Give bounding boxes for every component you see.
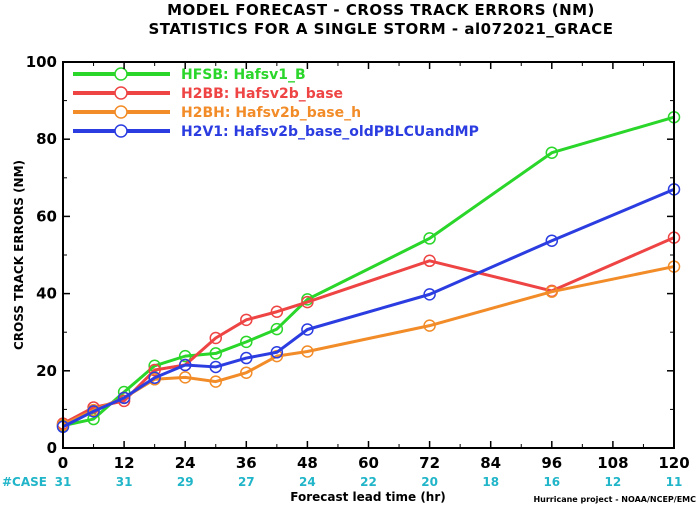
x-tick-label: 24 [175, 454, 196, 472]
data-point [209, 375, 222, 388]
data-point [545, 146, 559, 159]
data-point [270, 346, 284, 359]
case-label: #CASE [2, 475, 47, 489]
data-point [270, 305, 284, 318]
series-1 [56, 231, 681, 430]
data-point [209, 347, 222, 360]
y-tick-label: 60 [36, 207, 57, 225]
x-tick-label: 96 [541, 454, 562, 472]
case-count: 27 [238, 475, 255, 489]
x-tick-label: 36 [236, 454, 257, 472]
case-count: 24 [299, 475, 316, 489]
y-axis-label: CROSS TRACK ERRORS (NM) [12, 160, 26, 350]
y-tick-label: 100 [26, 53, 57, 71]
data-point [117, 391, 131, 405]
series-line [62, 265, 675, 427]
x-tick-label: 60 [358, 454, 379, 472]
x-tick-label: 108 [597, 454, 628, 472]
data-point [423, 319, 436, 332]
data-point [423, 254, 436, 268]
x-tick-label: 48 [297, 454, 318, 472]
legend: HFSB: Hafsv1_B H2BB: Hafsv2b_base H2BH: Ha… [73, 67, 479, 140]
plot-frame [62, 61, 675, 449]
data-point [240, 351, 253, 365]
x-axis-label: Forecast lead time (hr) [290, 490, 446, 504]
data-point [545, 285, 559, 298]
y-tick-label: 80 [36, 130, 57, 148]
data-point [178, 349, 192, 363]
y-tick-label: 40 [36, 285, 57, 303]
series-3 [56, 183, 681, 434]
legend-entry: H2BH: Hafsv2b_base_h [181, 105, 361, 121]
data-point [148, 371, 161, 384]
data-point [423, 232, 436, 245]
case-count: 18 [482, 475, 499, 489]
x-tick-label: 72 [419, 454, 440, 472]
data-point [240, 366, 253, 379]
case-count: 22 [360, 475, 377, 489]
data-point [270, 322, 284, 336]
legend-entry: H2V1: Hafsv2b_base_oldPBLCUandMP [181, 124, 479, 140]
y-tick-label: 0 [47, 439, 57, 457]
case-count: 31 [55, 475, 72, 489]
data-point [87, 405, 100, 418]
series-line [62, 187, 675, 429]
data-point [240, 313, 253, 327]
x-tick-label: 12 [114, 454, 135, 472]
case-count: 20 [421, 475, 438, 489]
legend-marker [114, 86, 128, 100]
legend-marker [114, 67, 128, 81]
chart-title: MODEL FORECAST - CROSS TRACK ERRORS (NM) [167, 1, 595, 19]
legend-entry: H2BB: Hafsv2b_base [181, 86, 343, 102]
chart-subtitle: STATISTICS FOR A SINGLE STORM - al072021… [149, 20, 614, 38]
data-point [423, 288, 436, 301]
data-point [178, 358, 192, 372]
data-point [209, 360, 222, 374]
data-point [301, 345, 314, 358]
case-count: 12 [605, 475, 622, 489]
x-tick-label: 0 [58, 454, 68, 472]
credit-text: Hurricane project - NOAA/NCEP/EMC [533, 495, 696, 504]
case-count: 29 [177, 475, 194, 489]
y-tick-label: 20 [36, 362, 57, 380]
data-point [240, 335, 253, 349]
data-point [209, 331, 222, 345]
x-tick-label: 120 [658, 454, 689, 472]
legend-marker [114, 105, 128, 119]
case-count: 11 [666, 475, 683, 489]
data-point [148, 363, 161, 377]
data-point [178, 371, 192, 384]
legend-entry: HFSB: Hafsv1_B [181, 67, 306, 83]
plot-area [56, 110, 681, 434]
case-count: 16 [543, 475, 560, 489]
data-point [301, 295, 314, 309]
series-line [62, 236, 675, 426]
series-2 [56, 260, 681, 432]
data-point [545, 234, 559, 247]
case-count: 31 [116, 475, 133, 489]
x-tick-label: 84 [480, 454, 501, 472]
data-point [301, 323, 314, 336]
legend-marker [114, 124, 128, 138]
